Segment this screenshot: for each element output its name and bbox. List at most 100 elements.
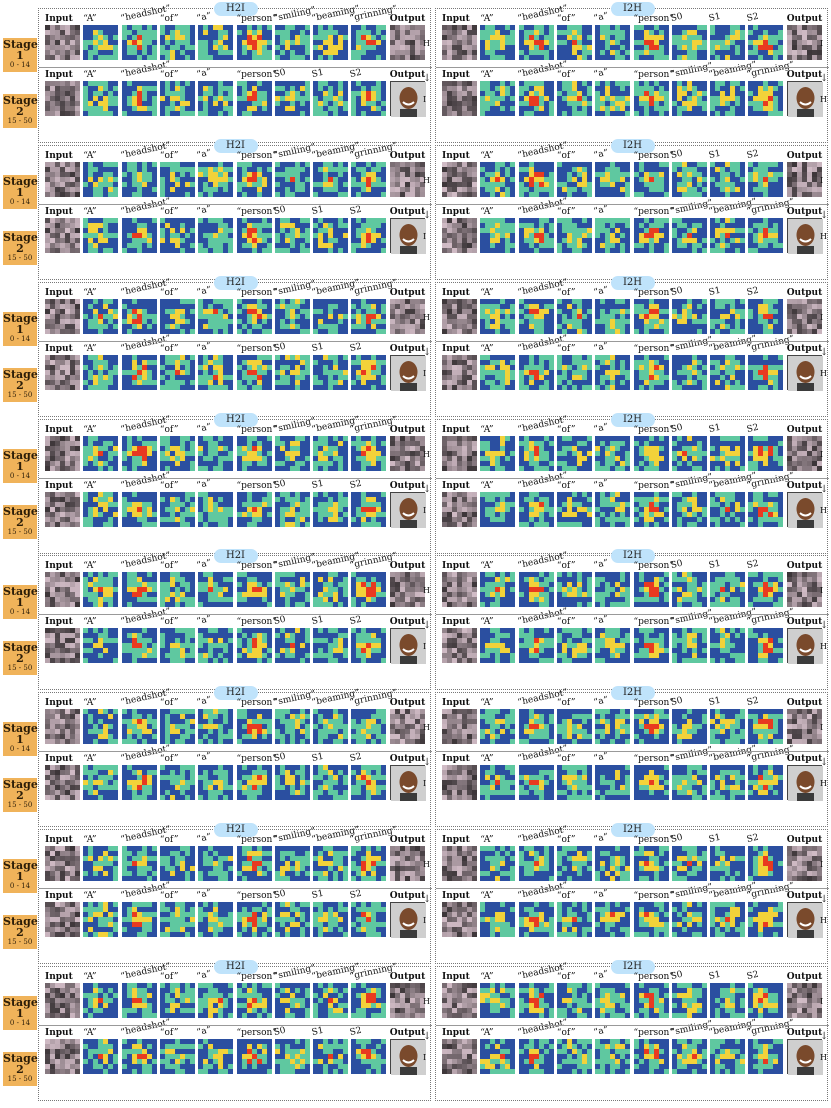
attention-map-tile xyxy=(633,1039,669,1074)
output-tile xyxy=(786,218,823,254)
stage-label: Stage 1 0 - 14 xyxy=(3,722,38,756)
stage-word: Stage xyxy=(3,1052,38,1065)
i2h-stage1-col-label: Output xyxy=(786,425,823,435)
i2h-stage2-col-label: Output xyxy=(786,481,823,491)
attention-map-tile xyxy=(83,572,119,607)
attention-map-tile xyxy=(710,355,746,390)
h2i-stage1-col-label: “person” xyxy=(236,561,277,571)
attention-map-tile xyxy=(480,709,516,744)
stage-steps: 15 - 50 xyxy=(7,938,33,946)
stage-divider xyxy=(436,751,829,752)
output-tile xyxy=(389,218,426,254)
stage-divider xyxy=(436,341,829,342)
h2i-stage2-col-label: “of” xyxy=(159,207,179,217)
attention-map-tile xyxy=(556,846,592,881)
i2h-stage1-col-label: S1 xyxy=(708,285,722,298)
h2i-stage2-col-label: “A” xyxy=(83,1028,97,1038)
i2h-stage1-col-label: S2 xyxy=(746,11,761,24)
stage-divider xyxy=(436,67,829,68)
h2i-stage2-col-label: “a” xyxy=(196,67,213,80)
attention-map-tile xyxy=(480,902,516,937)
stage-label: Stage 2 15 - 50 xyxy=(3,505,38,539)
attention-map-tile xyxy=(671,218,707,253)
stage-word: Stage xyxy=(3,175,38,188)
attention-map-tile xyxy=(121,299,157,334)
i2h-stage1-col-label: Input xyxy=(442,288,470,298)
i2h-stage1-col-label: “a” xyxy=(593,11,610,24)
attention-map-tile xyxy=(556,902,592,937)
h2i-stage1-col-label: Input xyxy=(45,698,73,708)
h2i-title-badge: H2I xyxy=(213,276,258,290)
stage-transition-arrow: ↓ xyxy=(820,1031,829,1042)
figure-group: Stage 1 0 - 14 Stage 2 15 - 50 H2I Input “A” “hea… xyxy=(0,686,831,827)
attention-map-tile xyxy=(198,572,234,607)
attention-map-tile xyxy=(710,218,746,253)
h2i-stage1-col-label: “a” xyxy=(196,832,213,845)
i2h-stage2-col-label: Output xyxy=(786,1028,823,1038)
i2h-stage2-col-label: Output xyxy=(786,891,823,901)
attention-map-tile xyxy=(159,355,195,390)
h2i-stage1-col-label: “smiling” xyxy=(272,142,317,161)
stage-word: Stage xyxy=(3,368,38,381)
h2i-stage1-col-label: Output xyxy=(389,288,426,298)
h2i-stage1-col-label: “smiling” xyxy=(272,963,317,982)
i2h-stage1-col-label: S0 xyxy=(669,148,684,161)
attention-map-tile xyxy=(595,162,631,197)
attention-map-tile xyxy=(236,983,272,1018)
attention-map-tile xyxy=(556,436,592,471)
h2i-stage2-col-label: S0 xyxy=(272,614,287,627)
h2i-stage1-col-label: “person” xyxy=(236,972,277,982)
attention-map-tile xyxy=(83,81,119,116)
attention-map-tile xyxy=(159,572,195,607)
attention-map-tile xyxy=(274,81,310,116)
i2h-stage1-col-label: Output xyxy=(786,698,823,708)
stage-word: Stage xyxy=(3,94,38,107)
h2i-stage2-col-label: S1 xyxy=(311,1025,325,1038)
i2h-stage2-col-label: “a” xyxy=(593,1025,610,1038)
i2h-stage1-col-label: S0 xyxy=(669,695,684,708)
i2h-stage2-col-label: “person” xyxy=(633,344,674,354)
h2i-stage2-col-label: “person” xyxy=(236,344,277,354)
h2i-stage1-col-label: Output xyxy=(389,14,426,24)
i2h-stage1-col-label: S0 xyxy=(669,832,684,845)
modality-mark: I xyxy=(820,313,824,322)
i2h-stage1-col-label: S0 xyxy=(669,11,684,24)
attention-map-tile xyxy=(236,902,272,937)
h2i-stage2-col-label: Input xyxy=(45,207,73,217)
attention-map-tile xyxy=(748,1039,784,1074)
i2h-panel: I2H Input “A” “headshot” “of” “a” “person” S0 S1… xyxy=(435,686,829,827)
h2i-stage2-col-label: Output xyxy=(389,891,426,901)
i2h-stage1-col-label: S1 xyxy=(708,695,722,708)
i2h-stage1-col-label: Output xyxy=(786,151,823,161)
modality-mark: H xyxy=(820,369,827,378)
h2i-stage2-col-label: S2 xyxy=(349,478,364,491)
h2i-stage2-col-label: S0 xyxy=(272,204,287,217)
i2h-stage2-col-label: Input xyxy=(442,754,470,764)
figure-group: Stage 1 0 - 14 Stage 2 15 - 50 H2I Input “A” “hea… xyxy=(0,2,831,143)
attention-map-tile xyxy=(633,572,669,607)
attention-map-tile xyxy=(480,492,516,527)
i2h-stage1-col-label: S2 xyxy=(746,695,761,708)
i2h-stage2-col-label: Output xyxy=(786,617,823,627)
i2h-title-badge: I2H xyxy=(610,139,655,153)
h2i-stage2-col-label: S1 xyxy=(311,204,325,217)
attention-map-tile xyxy=(710,628,746,663)
input-tile xyxy=(442,492,477,527)
h2i-stage1-col-label: “person” xyxy=(236,835,277,845)
i2h-stage2-col-label: “of” xyxy=(556,70,576,80)
attention-map-tile xyxy=(274,983,310,1018)
input-tile xyxy=(442,846,477,881)
attention-map-tile xyxy=(274,846,310,881)
h2i-stage2-col-label: S2 xyxy=(349,751,364,764)
attention-map-tile xyxy=(556,81,592,116)
output-tile xyxy=(389,709,425,744)
attention-map-tile xyxy=(198,299,234,334)
h2i-stage2-col-label: Input xyxy=(45,1028,73,1038)
attention-map-tile xyxy=(710,25,746,60)
stage-word: Stage xyxy=(3,585,38,598)
stage-number: 2 xyxy=(16,1063,24,1076)
i2h-stage2-col-label: “smiling” xyxy=(669,472,714,491)
h2i-title-badge: H2I xyxy=(213,686,258,700)
attention-map-tile xyxy=(710,765,746,800)
attention-map-tile xyxy=(351,81,387,116)
